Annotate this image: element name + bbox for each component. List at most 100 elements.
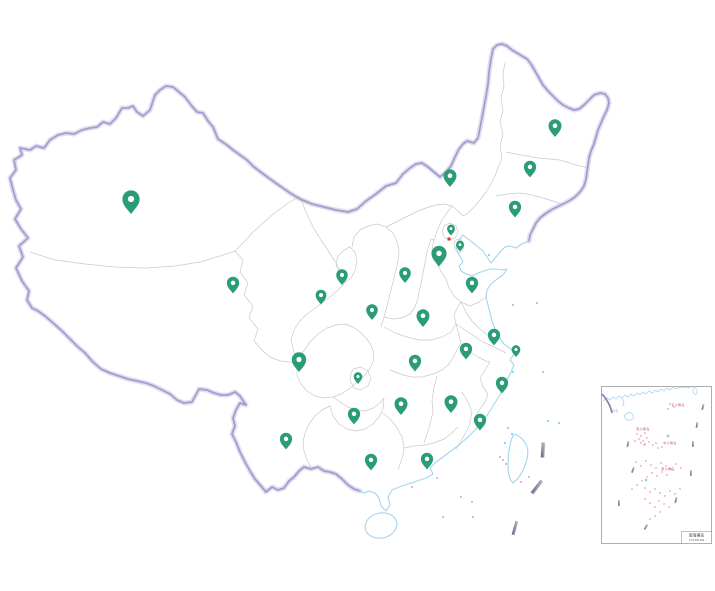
location-marker-hebei[interactable] [431, 245, 447, 267]
sea-island-dot-pink [505, 463, 507, 465]
hainan-island [364, 512, 398, 539]
location-marker-jiangxi[interactable] [444, 395, 458, 413]
pin-icon [420, 452, 434, 470]
sea-island-dot-pink [499, 456, 501, 458]
pin-icon [456, 240, 464, 252]
national-border [9, 43, 610, 493]
location-marker-heilongjiang[interactable] [548, 119, 562, 137]
location-marker-fujian[interactable] [473, 413, 487, 431]
inset-island-group: 南沙群岛 [631, 460, 682, 520]
location-marker-hubei[interactable] [408, 354, 422, 372]
inset-island-dot [667, 408, 669, 410]
inset-island-dot [673, 406, 675, 408]
location-marker-xinjiang[interactable] [122, 190, 140, 214]
pin-hole [448, 399, 454, 405]
location-marker-guangxi[interactable] [364, 453, 378, 471]
location-marker-sichuan[interactable] [291, 352, 307, 372]
pin-hole [230, 280, 236, 286]
inset-island-dot [663, 503, 665, 505]
inset-island-dot [675, 463, 677, 465]
inset-island-dot [642, 440, 644, 442]
inset-island-dot [638, 438, 640, 440]
pin-icon [364, 453, 378, 471]
location-marker-shandong[interactable] [465, 276, 479, 294]
sea-island-dot-pink [528, 476, 530, 478]
location-marker-shanghai[interactable] [511, 345, 521, 357]
inset-island-dot [649, 491, 651, 493]
pin-icon [408, 354, 422, 372]
location-marker-shanxi[interactable] [399, 267, 411, 283]
inset-island-dot [636, 433, 638, 435]
location-marker-ningxia[interactable] [336, 269, 348, 285]
inset-nine-dash-segment [643, 524, 649, 530]
inset-island-dot [636, 484, 638, 486]
location-marker-henan[interactable] [416, 309, 430, 327]
location-marker-beijing[interactable] [447, 224, 455, 236]
location-marker-qinghai[interactable] [226, 276, 240, 294]
coastline-east [359, 234, 530, 512]
inset-nine-dash-segment [690, 470, 692, 476]
pin-icon [366, 304, 378, 320]
inset-hainan-island [624, 412, 634, 421]
inset-island-dot [652, 444, 654, 446]
pin-hole [351, 411, 357, 417]
location-markers [122, 119, 562, 471]
pin-hole [319, 293, 323, 298]
inset-island-dot [670, 468, 672, 470]
sea-island-dot-blue [510, 432, 514, 436]
inset-island-dot [644, 498, 646, 500]
pin-icon [523, 160, 537, 178]
pin-hole [449, 227, 453, 231]
inset-sea-label: 南海 [612, 408, 618, 413]
sea-island-dot-pink [471, 501, 473, 503]
inset-island-dot [654, 488, 656, 490]
location-marker-liaoning[interactable] [508, 200, 522, 218]
sea-island-dot-blue [506, 426, 510, 430]
inset-island-dot [646, 476, 648, 478]
nine-dash-line-segments [511, 442, 546, 536]
pin-hole [127, 195, 135, 203]
location-marker-yunnan[interactable] [279, 432, 293, 450]
inset-island-dot [661, 446, 663, 448]
pin-icon [431, 245, 447, 267]
pin-hole [398, 401, 404, 407]
inset-island-dot [658, 500, 660, 502]
pin-icon [447, 224, 455, 236]
location-marker-gansu[interactable] [315, 289, 327, 305]
sea-island-dot-blue [441, 515, 445, 519]
inset-island-dot [659, 492, 661, 494]
inset-taiwan-island [692, 387, 698, 395]
pin-icon [122, 190, 140, 214]
inset-island-dot [641, 480, 643, 482]
inset-island-dot [655, 442, 657, 444]
pin-hole [514, 347, 518, 352]
pin-hole [552, 123, 558, 129]
location-marker-jiangsu[interactable] [487, 328, 501, 346]
location-marker-guizhou[interactable] [347, 407, 361, 425]
location-marker-shaanxi[interactable] [366, 304, 378, 320]
inset-island-label: 南沙群岛 [661, 466, 675, 471]
location-marker-tianjin[interactable] [456, 240, 464, 252]
inset-island-dot [674, 493, 676, 495]
inset-island-dot [640, 435, 642, 437]
location-marker-zhejiang[interactable] [495, 376, 509, 394]
location-marker-anhui[interactable] [459, 342, 473, 360]
pin-icon [459, 342, 473, 360]
location-marker-chongqing[interactable] [353, 372, 363, 384]
pin-hole [512, 204, 518, 210]
location-marker-jilin[interactable] [523, 160, 537, 178]
pin-icon [226, 276, 240, 294]
sea-island-dot-blue [511, 303, 515, 307]
inset-island-dot [654, 515, 656, 517]
location-marker-hunan[interactable] [394, 397, 408, 415]
pin-icon [353, 372, 363, 384]
location-marker-inner-mongolia[interactable] [443, 169, 457, 187]
inset-island-dot [645, 460, 647, 462]
inset-island-dot [661, 471, 663, 473]
pin-icon [315, 289, 327, 305]
inset-label-box [681, 531, 712, 544]
pin-hole [447, 173, 453, 179]
location-marker-guangdong[interactable] [420, 452, 434, 470]
inset-island-dot [666, 474, 668, 476]
